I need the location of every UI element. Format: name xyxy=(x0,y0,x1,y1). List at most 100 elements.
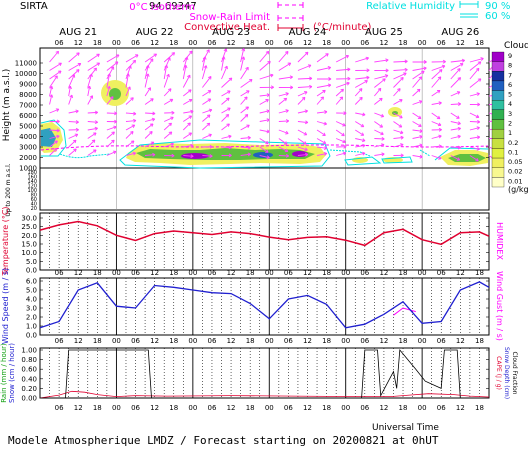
legend-swatch xyxy=(491,71,505,82)
wind-barb xyxy=(297,91,308,97)
hour-label: 18 xyxy=(246,269,255,277)
hour-label: 18 xyxy=(169,39,178,47)
wind-barb xyxy=(278,120,289,122)
wind-barb-head xyxy=(171,52,176,56)
wind-barb xyxy=(144,118,155,122)
hour-label: 06 xyxy=(437,337,446,345)
wind-barb-head xyxy=(341,132,345,137)
wind-barb xyxy=(278,129,289,134)
wind-barb-head xyxy=(385,58,389,63)
wind-barb xyxy=(202,98,211,105)
cloud-panel-ylabel: Height (m a.s.l.) xyxy=(2,69,12,142)
wind-barb-head xyxy=(347,67,351,72)
hour-label: 18 xyxy=(169,337,178,345)
wind-barb-head xyxy=(438,156,442,160)
legend-swatch xyxy=(491,80,505,91)
hour-label: 00 xyxy=(418,39,427,47)
hour-label: 00 xyxy=(418,269,427,277)
hour-label: 18 xyxy=(475,337,484,345)
wind-barb-head xyxy=(114,119,118,124)
wind-barb-head xyxy=(223,48,228,52)
wind-barb-head xyxy=(226,97,230,102)
wind-barb xyxy=(469,136,480,139)
wind-barb xyxy=(431,69,443,80)
legend-tick-label: 7 xyxy=(508,71,512,79)
wind-barb xyxy=(316,138,326,144)
wind-barb xyxy=(431,121,442,126)
wind-barb xyxy=(49,94,53,105)
wind-barb xyxy=(393,129,404,134)
y-tick-label: 6000 xyxy=(19,112,37,120)
legend-tick-label: 0.01 xyxy=(508,177,522,185)
wind-barb xyxy=(125,152,136,156)
wind-barb xyxy=(297,110,308,114)
wind-barb-head xyxy=(76,69,80,73)
wind-barb-head xyxy=(247,152,251,157)
wind-barb xyxy=(316,111,328,114)
hour-label: 18 xyxy=(475,39,484,47)
wind-barb xyxy=(202,114,211,122)
hour-label: 06 xyxy=(437,269,446,277)
wind-barb-head xyxy=(170,142,174,147)
wind-barb-head xyxy=(382,78,386,82)
wind-barb-head xyxy=(327,83,332,88)
wind-barb-head xyxy=(110,66,115,70)
cloud-legend: 9 87 6 54 3 21 0.20.1 0.05 0.020.01 xyxy=(491,51,522,188)
wind-barb xyxy=(240,79,253,88)
wind-barb-head xyxy=(381,143,385,148)
cloud-blob-mid-core xyxy=(392,111,398,115)
wind-barb-head xyxy=(400,153,404,158)
wind-barb xyxy=(240,114,249,122)
wind-barb-head xyxy=(304,91,308,95)
wind-barb-head xyxy=(404,67,408,72)
wind-barb xyxy=(144,87,151,97)
wind-barb-head xyxy=(287,62,292,66)
wind-barb xyxy=(259,51,270,63)
cloud-fraction-ylabel: Cloud Fraction xyxy=(511,352,518,395)
wind-barb-head xyxy=(49,85,54,90)
wind-barb-head xyxy=(304,109,308,114)
universal-time-label: Universal Time xyxy=(372,423,439,433)
wind-barb-head xyxy=(58,70,62,74)
wind-barb-head xyxy=(152,111,156,116)
wind-barb xyxy=(106,150,117,156)
cloud-band-core-a xyxy=(181,153,209,159)
y-tick-label: 0.0 xyxy=(26,332,37,340)
y-tick-label: 0.80 xyxy=(21,356,37,364)
wind-barb-head xyxy=(111,139,115,144)
wind-barb-head xyxy=(303,141,307,145)
y-tick-label: 4000 xyxy=(19,133,37,141)
wind-barb-head xyxy=(221,56,226,60)
hour-label: 00 xyxy=(418,404,427,412)
wind-barb-head xyxy=(168,122,172,127)
hour-label: 12 xyxy=(456,39,465,47)
wind-barb xyxy=(335,129,345,137)
wind-barb-head xyxy=(77,62,82,67)
wind-barb xyxy=(68,52,80,63)
wind-barb-head xyxy=(436,89,441,94)
humidity-legend-label: Relative Humidity xyxy=(366,1,455,12)
wind-barb xyxy=(431,90,441,97)
wind-barb xyxy=(202,155,213,157)
wind-barb-head xyxy=(418,123,422,127)
wind-barb-head xyxy=(245,106,249,110)
wind-barb-head xyxy=(365,56,369,61)
wind-barb-head xyxy=(244,114,249,118)
wind-barb xyxy=(68,121,79,123)
hour-label: 18 xyxy=(399,39,408,47)
wind-barb xyxy=(278,51,289,63)
wind-barb-head xyxy=(164,64,169,69)
precip-panel-frame xyxy=(39,347,490,399)
hour-label: 06 xyxy=(284,337,293,345)
hour-label: 18 xyxy=(246,337,255,345)
hour-label: 00 xyxy=(112,269,121,277)
wind-barb xyxy=(183,110,194,114)
cloud-fraction-series-line xyxy=(40,348,489,399)
wind-barb xyxy=(316,90,326,97)
wind-barb xyxy=(355,144,366,148)
wind-barb xyxy=(87,139,96,148)
wind-barb-head xyxy=(55,50,59,55)
y-tick-label: 160 xyxy=(27,175,37,181)
wind-barb-head xyxy=(266,109,270,114)
hour-label: 06 xyxy=(437,404,446,412)
